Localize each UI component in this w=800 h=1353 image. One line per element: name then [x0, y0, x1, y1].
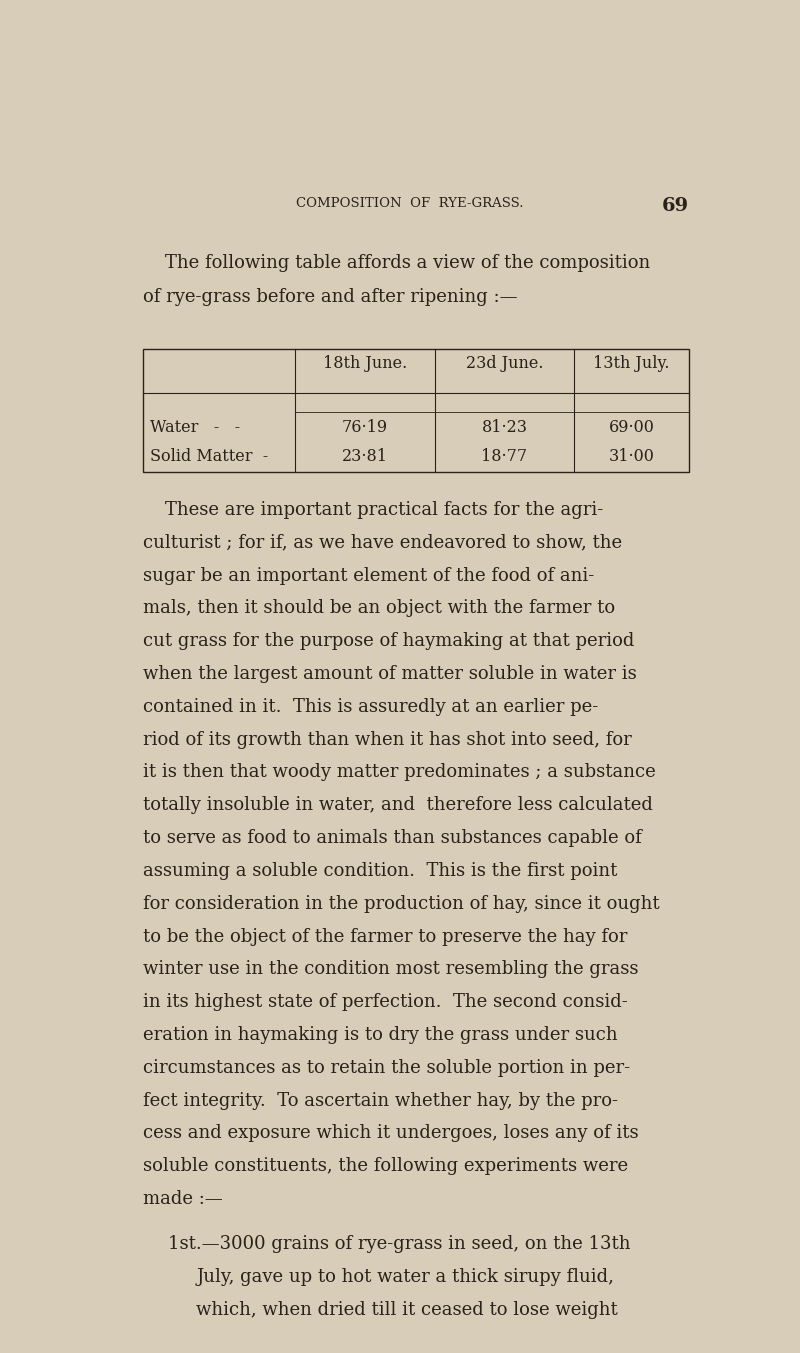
- Text: to be the object of the farmer to preserve the hay for: to be the object of the farmer to preser…: [143, 928, 628, 946]
- Text: The following table affords a view of the composition: The following table affords a view of th…: [165, 254, 650, 272]
- Text: mals, then it should be an object with the farmer to: mals, then it should be an object with t…: [143, 599, 615, 617]
- Text: sugar be an important element of the food of ani-: sugar be an important element of the foo…: [143, 567, 594, 584]
- Text: 76·19: 76·19: [342, 418, 388, 436]
- Text: 13th July.: 13th July.: [594, 354, 670, 372]
- Text: cut grass for the purpose of haymaking at that period: cut grass for the purpose of haymaking a…: [143, 632, 634, 651]
- Text: These are important practical facts for the agri-: These are important practical facts for …: [165, 501, 603, 520]
- Text: riod of its growth than when it has shot into seed, for: riod of its growth than when it has shot…: [143, 731, 632, 748]
- Text: when the largest amount of matter soluble in water is: when the largest amount of matter solubl…: [143, 666, 637, 683]
- Text: 1st.—3000 grains of rye-grass in seed, on the 13th: 1st.—3000 grains of rye-grass in seed, o…: [168, 1235, 630, 1253]
- Text: COMPOSITION  OF  RYE-GRASS.: COMPOSITION OF RYE-GRASS.: [296, 196, 524, 210]
- Text: circumstances as to retain the soluble portion in per-: circumstances as to retain the soluble p…: [143, 1059, 630, 1077]
- Text: cess and exposure which it undergoes, loses any of its: cess and exposure which it undergoes, lo…: [143, 1124, 639, 1142]
- Text: of rye-grass before and after ripening :—: of rye-grass before and after ripening :…: [143, 288, 518, 306]
- Text: in its highest state of perfection.  The second consid-: in its highest state of perfection. The …: [143, 993, 628, 1011]
- Text: assuming a soluble condition.  This is the first point: assuming a soluble condition. This is th…: [143, 862, 618, 879]
- Text: fect integrity.  To ascertain whether hay, by the pro-: fect integrity. To ascertain whether hay…: [143, 1092, 618, 1109]
- Text: soluble constituents, the following experiments were: soluble constituents, the following expe…: [143, 1157, 629, 1176]
- Bar: [143, 349, 689, 472]
- Text: contained in it.  This is assuredly at an earlier pe-: contained in it. This is assuredly at an…: [143, 698, 598, 716]
- Text: culturist ; for if, as we have endeavored to show, the: culturist ; for if, as we have endeavore…: [143, 534, 622, 552]
- Text: eration in haymaking is to dry the grass under such: eration in haymaking is to dry the grass…: [143, 1026, 618, 1045]
- Text: 23·81: 23·81: [342, 448, 388, 465]
- Text: which, when dried till it ceased to lose weight: which, when dried till it ceased to lose…: [196, 1302, 618, 1319]
- Text: for consideration in the production of hay, since it ought: for consideration in the production of h…: [143, 894, 660, 913]
- Text: it is then that woody matter predominates ; a substance: it is then that woody matter predominate…: [143, 763, 656, 782]
- Text: Solid Matter  -: Solid Matter -: [150, 448, 268, 465]
- Text: 69·00: 69·00: [609, 418, 654, 436]
- Text: 81·23: 81·23: [482, 418, 527, 436]
- Text: Water   -   -: Water - -: [150, 418, 240, 436]
- Text: winter use in the condition most resembling the grass: winter use in the condition most resembl…: [143, 961, 639, 978]
- Text: made :—: made :—: [143, 1191, 223, 1208]
- Text: 69: 69: [662, 196, 689, 215]
- Text: 23d June.: 23d June.: [466, 354, 543, 372]
- Text: July, gave up to hot water a thick sirupy fluid,: July, gave up to hot water a thick sirup…: [196, 1268, 614, 1287]
- Text: to serve as food to animals than substances capable of: to serve as food to animals than substan…: [143, 829, 642, 847]
- Text: 18th June.: 18th June.: [323, 354, 407, 372]
- Text: totally insoluble in water, and  therefore less calculated: totally insoluble in water, and therefor…: [143, 797, 654, 815]
- Text: 18·77: 18·77: [482, 448, 528, 465]
- Text: 31·00: 31·00: [609, 448, 654, 465]
